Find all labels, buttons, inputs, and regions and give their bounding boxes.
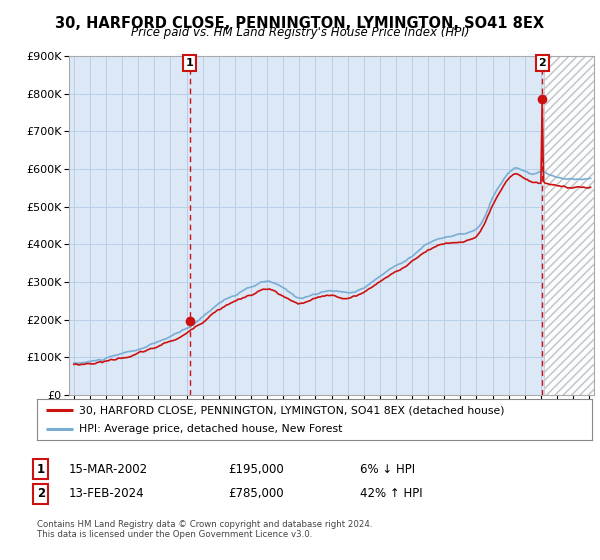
Text: 13-FEB-2024: 13-FEB-2024 <box>69 487 145 501</box>
Text: 30, HARFORD CLOSE, PENNINGTON, LYMINGTON, SO41 8EX (detached house): 30, HARFORD CLOSE, PENNINGTON, LYMINGTON… <box>79 405 505 415</box>
Text: 6% ↓ HPI: 6% ↓ HPI <box>360 463 415 476</box>
Text: 30, HARFORD CLOSE, PENNINGTON, LYMINGTON, SO41 8EX: 30, HARFORD CLOSE, PENNINGTON, LYMINGTON… <box>55 16 545 31</box>
Text: 15-MAR-2002: 15-MAR-2002 <box>69 463 148 476</box>
Text: 2: 2 <box>539 58 547 68</box>
Text: Contains HM Land Registry data © Crown copyright and database right 2024.
This d: Contains HM Land Registry data © Crown c… <box>37 520 373 539</box>
Text: £785,000: £785,000 <box>228 487 284 501</box>
Text: Price paid vs. HM Land Registry's House Price Index (HPI): Price paid vs. HM Land Registry's House … <box>131 26 469 39</box>
Text: 1: 1 <box>186 58 194 68</box>
Text: 42% ↑ HPI: 42% ↑ HPI <box>360 487 422 501</box>
Text: £195,000: £195,000 <box>228 463 284 476</box>
Text: 1: 1 <box>37 463 45 476</box>
Text: HPI: Average price, detached house, New Forest: HPI: Average price, detached house, New … <box>79 424 342 433</box>
Text: 2: 2 <box>37 487 45 501</box>
